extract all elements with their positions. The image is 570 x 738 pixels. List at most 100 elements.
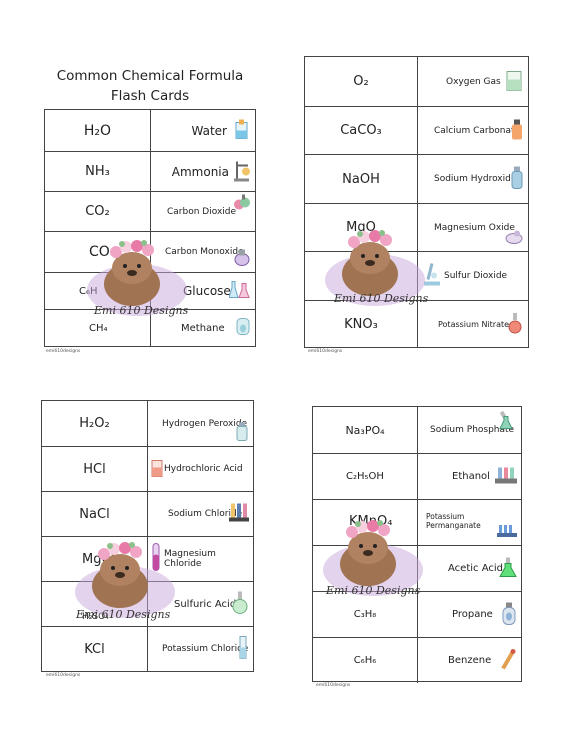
formula-cell: CO (45, 232, 151, 272)
name-cell: Potassium Chloride (148, 627, 253, 671)
formula-cell: C₆H₆ (313, 638, 418, 683)
test-tube-icon (152, 543, 160, 576)
name-text: Propane (452, 609, 493, 620)
flashcard-table-top-right: O₂ Oxygen Gas CaCO₃ Calcium Carbonate Na… (304, 56, 529, 348)
footer-mark: emi610designs (308, 349, 343, 354)
flashcard-row: C₃H₈ Propane (313, 591, 521, 637)
flashcard-table-bottom-right: Na₃PO₄ Sodium Phosphate C₂H₅OH Ethanol K… (312, 406, 522, 683)
name-text: Sodium Phosphate (430, 425, 515, 435)
name-text: Magnesium Oxide (434, 222, 515, 233)
flashcard-row: KCl Potassium Chloride (42, 626, 253, 671)
formula-cell: C₆H (45, 273, 151, 309)
flashcard-row: KMnO₄ Potassium Permanganate (313, 499, 521, 545)
name-text: Carbon Monoxide (165, 247, 244, 257)
name-cell: Oxygen Gas (418, 57, 528, 106)
sheet-title: Common Chemical Formula Flash Cards (44, 66, 256, 106)
potassium-flask-icon (506, 312, 524, 336)
name-text: Methane (181, 322, 225, 334)
name-cell: Carbon Monoxide (151, 232, 255, 272)
name-cell: Hydrochloric Acid (148, 447, 253, 491)
name-cell: Calcium Carbonate (418, 107, 528, 154)
flashcard-row: MgCl₂ Magnesium Chloride (42, 536, 253, 581)
formula-cell: CO₂ (45, 192, 151, 231)
name-text: Potassium Permanganate (426, 512, 481, 530)
formula-cell: NaCl (42, 492, 148, 536)
name-text: Water (191, 123, 227, 138)
formula-cell: MgCl₂ (42, 537, 148, 581)
flashcard-row: CO₂ Carbon Dioxide (45, 191, 255, 231)
footer-mark: emi610designs (46, 673, 81, 678)
formula-cell: CaCO₃ (305, 107, 418, 154)
formula-cell: Na₃PO₄ (313, 407, 418, 453)
name-text: Sodium Hydroxide (434, 174, 517, 184)
formula-cell: NaOH (305, 155, 418, 203)
name-text: Ammonia (171, 164, 229, 179)
ammonia-stand-icon (233, 159, 251, 184)
name-cell: Hydrogen Peroxide (148, 401, 253, 446)
name-text: Benzene (448, 655, 492, 666)
formula-cell: H₂O₂ (42, 401, 148, 446)
name-text: Potassium Chloride (162, 644, 249, 654)
flashcard-row: Na₃PO₄ Sodium Phosphate (313, 407, 521, 453)
name-text: Magnesium Chloride (164, 549, 216, 569)
name-text: Sulfuric Acid (174, 598, 237, 610)
name-text: Ethanol (452, 471, 490, 482)
flashcard-row: C₆H Glucose (45, 272, 255, 309)
name-cell: Carbon Dioxide (151, 192, 255, 231)
calcium-bottle-icon (510, 118, 524, 143)
name-text: Calcium Carbonate (434, 125, 521, 136)
name-cell: Potassium Permanganate (418, 500, 521, 545)
flashcard-row: NaCl Sodium Chloride (42, 491, 253, 536)
formula-cell: C₃H₈ (313, 592, 418, 637)
name-cell: Magnesium Chloride (148, 537, 253, 581)
phosphate-flask-icon (499, 410, 517, 433)
flashcard-row: C₆H₆ Benzene (313, 637, 521, 683)
name-cell: Sodium Phosphate (418, 407, 521, 453)
microscope-icon (422, 262, 442, 291)
name-cell: Propane (418, 592, 521, 637)
acetic-flask-icon (499, 556, 517, 581)
flashcard-row: SO₂ Sulfur Dioxide (305, 251, 528, 300)
sodium-chloride-tubes-icon (229, 502, 249, 527)
peroxide-bottle-icon (235, 421, 249, 444)
flashcard-table-top-left: H₂O Water NH₃ Ammonia CO₂ Carbon Dioxide… (44, 109, 256, 347)
potassium-cylinder-icon (237, 636, 249, 663)
methane-drop-icon (235, 317, 251, 340)
name-cell: Sodium Hydroxide (418, 155, 528, 203)
formula-cell: NH₃ (45, 152, 151, 191)
name-text: Sodium Chloride (168, 509, 243, 519)
ethanol-rack-icon (495, 465, 517, 488)
formula-cell: H₂O (45, 110, 151, 151)
formula-cell: CH₄ (45, 310, 151, 346)
carbon-dioxide-flask-icon (233, 193, 251, 214)
name-text: Glucose (183, 284, 231, 298)
formula-cell: KMnO₄ (313, 500, 418, 545)
flashcard-row: Acetic Acid (313, 545, 521, 591)
name-cell: Methane (151, 310, 255, 346)
name-text: Hydrogen Peroxide (162, 418, 248, 429)
formula-cell (313, 546, 418, 591)
formula-cell: KCl (42, 627, 148, 671)
name-cell: Sulfuric Acid (148, 582, 253, 626)
flashcard-row: NaOH Sodium Hydroxide (305, 154, 528, 203)
benzene-dropper-icon (499, 648, 517, 673)
hydrochloric-beaker-icon (150, 458, 164, 481)
name-cell: Sodium Chloride (148, 492, 253, 536)
flashcard-row: HCl Hydrochloric Acid (42, 446, 253, 491)
formula-cell: KNO₃ (305, 301, 418, 347)
formula-cell: MgO (305, 204, 418, 251)
flashcard-row: C₂H₅OH Ethanol (313, 453, 521, 499)
name-text: Potassium Nitrate (438, 319, 510, 329)
water-beaker-icon (233, 118, 251, 143)
flashcard-row: NH₃ Ammonia (45, 151, 255, 191)
flashcard-row: H₂O₂ Hydrogen Peroxide (42, 401, 253, 446)
name-cell: Magnesium Oxide (418, 204, 528, 251)
name-text: Carbon Dioxide (167, 206, 237, 217)
flashcard-row: O₂ Oxygen Gas (305, 57, 528, 106)
flashcard-row: CaCO₃ Calcium Carbonate (305, 106, 528, 154)
flashcard-table-bottom-left: H₂O₂ Hydrogen Peroxide HCl Hydrochloric … (41, 400, 254, 672)
carbon-monoxide-burner-icon (233, 249, 251, 270)
flashcard-row: H₂O Water (45, 110, 255, 151)
name-cell: Sulfur Dioxide (418, 252, 528, 300)
flashcard-row: H₂SO₄ Sulfuric Acid (42, 581, 253, 626)
